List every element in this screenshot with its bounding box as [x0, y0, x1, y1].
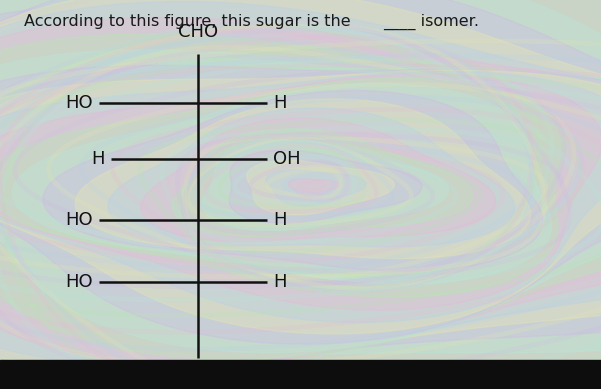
Polygon shape [0, 71, 601, 322]
Text: HO: HO [66, 211, 93, 229]
Text: HO: HO [66, 273, 93, 291]
Polygon shape [0, 70, 601, 334]
Polygon shape [247, 160, 394, 215]
Polygon shape [0, 0, 601, 368]
Text: CHO: CHO [178, 23, 218, 41]
Text: H: H [273, 94, 287, 112]
Polygon shape [0, 18, 601, 364]
Polygon shape [108, 108, 515, 247]
Text: OH: OH [273, 151, 301, 168]
Polygon shape [0, 74, 601, 310]
Polygon shape [13, 84, 552, 284]
Polygon shape [0, 78, 564, 297]
Polygon shape [0, 65, 601, 344]
Polygon shape [0, 2, 601, 367]
Polygon shape [0, 0, 601, 367]
Polygon shape [202, 139, 448, 230]
Polygon shape [0, 50, 601, 353]
Polygon shape [0, 0, 601, 370]
Polygon shape [75, 99, 531, 259]
Text: HO: HO [66, 94, 93, 112]
Bar [0, 360, 601, 389]
Polygon shape [0, 0, 601, 364]
Text: H: H [273, 211, 287, 229]
Polygon shape [0, 33, 601, 359]
Polygon shape [266, 170, 366, 206]
Text: H: H [92, 151, 105, 168]
Polygon shape [141, 118, 496, 242]
Polygon shape [172, 129, 474, 237]
Text: ____ isomer.: ____ isomer. [383, 14, 480, 30]
Polygon shape [43, 91, 543, 271]
Text: According to this figure, this sugar is the: According to this figure, this sugar is … [24, 14, 350, 29]
Polygon shape [288, 179, 339, 196]
Polygon shape [229, 150, 422, 223]
Text: H: H [273, 273, 287, 291]
